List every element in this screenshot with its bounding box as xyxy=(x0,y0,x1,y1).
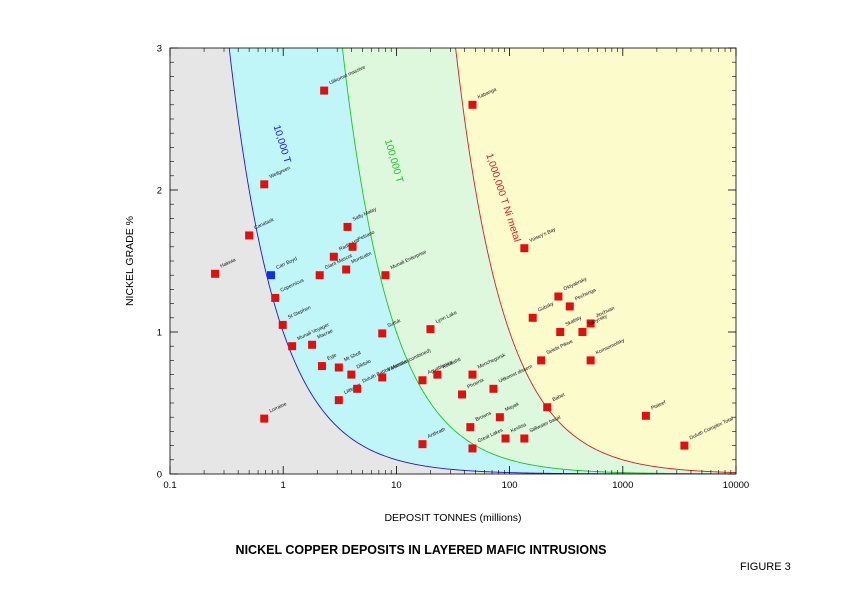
point-lynn-lake xyxy=(426,325,435,334)
region-above-2 xyxy=(455,48,736,474)
point-eyje xyxy=(317,362,326,371)
point-uitkomst-massive xyxy=(320,86,329,95)
point-hakwia xyxy=(211,269,220,278)
grade-tonnage-regions xyxy=(170,48,736,474)
point-talnyrsky xyxy=(578,328,587,336)
x-axis: 0.1 1 10 100 1000 10000 xyxy=(163,48,749,491)
point-macrae xyxy=(308,340,317,349)
point-mayak xyxy=(495,413,504,422)
point-label: Diktolo xyxy=(356,358,373,370)
point-pechenga xyxy=(565,302,574,311)
point-selebi-pikwe xyxy=(537,356,546,365)
x-tick-label: 1000 xyxy=(612,480,633,491)
x-tick-label: 10000 xyxy=(723,480,749,491)
point-skalisty xyxy=(556,328,565,336)
point-anthrath xyxy=(418,440,427,449)
point-gubsky xyxy=(528,313,537,322)
chart-title: NICKEL COPPER DEPOSITS IN LAYERED MAFIC … xyxy=(235,543,607,557)
y-axis-label: NICKEL GRADE % xyxy=(124,216,136,306)
y-tick-label: 0 xyxy=(157,470,162,481)
point-munali-voyager xyxy=(288,342,297,351)
y-tick-label: 3 xyxy=(157,44,162,55)
point-st-stephen xyxy=(278,320,287,329)
point-sally-malay xyxy=(343,222,352,231)
point-copernicus xyxy=(271,293,280,302)
point-plateef xyxy=(641,411,650,420)
point-lorraine xyxy=(260,414,269,423)
point-munali-enterprise xyxy=(381,271,390,280)
x-tick-label: 0.1 xyxy=(163,480,176,491)
point-label: Sutluk xyxy=(387,318,403,330)
point-phoenix xyxy=(458,390,467,399)
point-label: Mayak xyxy=(504,401,520,413)
point-kevitsa xyxy=(501,434,510,443)
point-littlemill xyxy=(334,396,343,405)
point-radio-hill xyxy=(329,252,338,261)
point-canalask xyxy=(245,231,254,240)
point-duluth-babbit-massive xyxy=(353,384,362,393)
point-carr-boyd xyxy=(266,271,275,280)
point-sutluk xyxy=(378,329,387,338)
point-pelsano xyxy=(348,242,357,251)
point-kotalahti xyxy=(433,370,442,379)
point-diktolo xyxy=(347,370,356,379)
point-jinchuan xyxy=(586,319,595,328)
figure-label: FIGURE 3 xyxy=(740,561,791,573)
point-stillwater-basal xyxy=(520,434,529,443)
point-label: Eyje xyxy=(326,352,338,362)
point-duluth-complex-total xyxy=(680,441,689,450)
x-tick-label: 1 xyxy=(281,480,286,491)
point-browns xyxy=(466,423,475,432)
point-komsomolsky xyxy=(586,356,595,365)
point-kabanga xyxy=(468,100,477,109)
point-wellgreen xyxy=(260,180,269,189)
point-aguablanca xyxy=(418,376,427,385)
point-mt-sholl xyxy=(334,363,343,372)
y-tick-label: 1 xyxy=(157,328,162,339)
point-oktyabrsky xyxy=(554,292,563,301)
x-tick-label: 10 xyxy=(391,480,402,491)
y-tick-label: 2 xyxy=(157,186,162,197)
curve-2 xyxy=(455,48,736,474)
point-voisey-s-bay xyxy=(520,244,529,253)
point-giant-mascot xyxy=(315,271,324,280)
y-axis: 0 1 2 3 xyxy=(157,44,736,481)
point-monchegorsk xyxy=(468,370,477,379)
point-vammala-combined- xyxy=(378,373,387,382)
point-great-lakes xyxy=(468,444,477,453)
x-axis-label: DEPOSIT TONNES (millions) xyxy=(384,512,521,524)
point-label: Babel xyxy=(552,392,566,403)
point-babel xyxy=(543,403,552,412)
curve-1 xyxy=(341,48,736,474)
x-tick-label: 100 xyxy=(502,480,518,491)
point-montcalm xyxy=(342,265,351,274)
point-uitkomst-dissem xyxy=(489,384,498,393)
